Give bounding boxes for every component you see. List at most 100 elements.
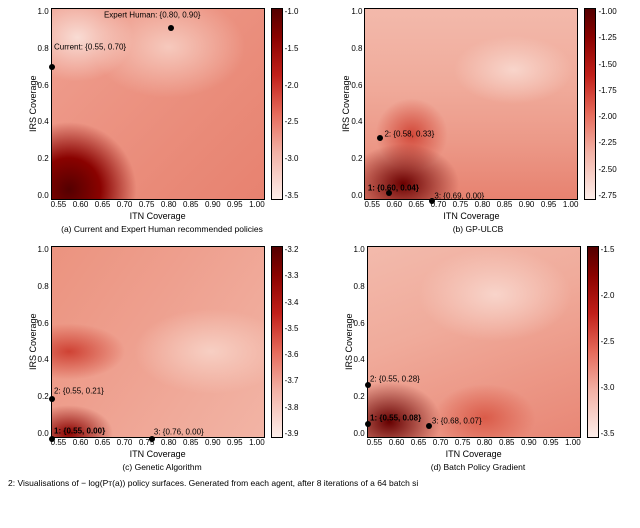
colorbar-tick-label: -3.5 [601,430,615,438]
annotation-label: 1: {0.55, 0.00} [54,427,105,436]
annotation-label: Expert Human: {0.80, 0.90} [104,10,201,19]
y-tick-label: 0.8 [351,45,362,53]
annotation-marker [377,135,383,141]
subplot-caption: (d) Batch Policy Gradient [431,462,525,472]
annotation-marker [168,25,174,31]
annotation-label: 1: {0.60, 0.04} [368,183,419,192]
subplot-a: IRS Coverage1.00.80.60.40.20.0Current: {… [8,8,316,234]
annotation-marker [49,64,55,70]
x-tick-label: 0.70 [433,439,449,447]
y-axis-label: IRS Coverage [26,8,38,200]
colorbar-ticks: -1.00-1.25-1.50-1.75-2.00-2.25-2.50-2.75 [596,8,616,200]
y-ticks: 1.00.80.60.40.20.0 [38,8,51,200]
x-tick-label: 0.90 [519,201,535,209]
x-tick-label: 1.00 [249,201,265,209]
colorbar-tick-label: -3.8 [285,404,299,412]
y-ticks: 1.00.80.60.40.20.0 [38,246,51,438]
x-tick-label: 0.95 [543,439,559,447]
x-axis-label: ITN Coverage [51,211,265,221]
x-axis-label: ITN Coverage [364,211,578,221]
x-tick-label: 0.80 [161,201,177,209]
annotation-label: 3: {0.76, 0.00} [154,428,204,437]
colorbar-tick-label: -2.5 [601,338,615,346]
x-tick-label: 0.65 [95,439,111,447]
y-tick-label: 0.8 [38,283,49,291]
x-tick-label: 0.55 [364,201,380,209]
subplot-row: IRS Coverage1.00.80.60.40.20.02: {0.58, … [324,8,632,221]
x-tick-label: 0.75 [453,201,469,209]
y-tick-label: 1.0 [38,246,49,254]
y-tick-label: 0.6 [38,320,49,328]
x-tick-label: 0.65 [95,201,111,209]
x-tick-label: 0.85 [183,439,199,447]
x-tick-label: 0.95 [227,201,243,209]
y-tick-label: 0.6 [354,320,365,328]
x-tick-label: 0.70 [117,439,133,447]
y-tick-label: 0.0 [354,430,365,438]
heatmap: 2: {0.55, 0.28}1: {0.55, 0.08}3: {0.68, … [367,246,581,438]
colorbar-tick-label: -1.00 [598,8,616,16]
heatmap: Current: {0.55, 0.70} Expert Human: {0.80… [51,8,265,200]
subplot-row: IRS Coverage1.00.80.60.40.20.0Current: {… [8,8,316,221]
annotation-label: 2: {0.58, 0.33} [384,129,434,138]
x-tick-label: 0.60 [386,201,402,209]
y-tick-label: 1.0 [351,8,362,16]
x-tick-label: 0.85 [183,201,199,209]
y-tick-label: 0.2 [351,155,362,163]
colorbar-tick-label: -3.3 [285,272,299,280]
x-tick-label: 0.65 [409,201,425,209]
y-axis-label: IRS Coverage [339,8,351,200]
colorbar-tick-label: -2.0 [285,82,299,90]
annotation-marker [49,436,55,442]
colorbar-ticks: -1.5-2.0-2.5-3.0-3.5 [599,246,615,438]
plot-column: 2: {0.55, 0.28}1: {0.55, 0.08}3: {0.68, … [367,246,581,459]
x-tick-label: 0.85 [499,439,515,447]
colorbar-tick-label: -3.0 [601,384,615,392]
colorbar-tick-label: -1.50 [598,61,616,69]
y-tick-label: 0.6 [351,82,362,90]
colorbar-tick-label: -1.75 [598,87,616,95]
x-axis-label: ITN Coverage [367,449,581,459]
subplot-c: IRS Coverage1.00.80.60.40.20.02: {0.55, … [8,246,316,472]
colorbar-tick-label: -3.4 [285,299,299,307]
x-tick-label: 0.65 [411,439,427,447]
x-tick-label: 0.90 [521,439,537,447]
y-tick-label: 1.0 [354,246,365,254]
colorbar-ticks: -3.2-3.3-3.4-3.5-3.6-3.7-3.8-3.9 [283,246,299,438]
colorbar-tick-label: -1.0 [285,8,299,16]
colorbar-tick-label: -3.0 [285,155,299,163]
colorbar-tick-label: -3.2 [285,246,299,254]
y-axis-label: IRS Coverage [342,246,354,438]
colorbar-gradient [587,246,599,438]
colorbar-tick-label: -3.5 [285,192,299,200]
x-ticks: 0.550.600.650.700.750.800.850.900.951.00 [51,201,265,209]
y-tick-label: 0.8 [354,283,365,291]
colorbar-gradient [271,8,283,200]
annotation-marker [149,436,155,442]
annotation-label: 3: {0.69, 0.00} [434,192,484,201]
subplot-caption: (a) Current and Expert Human recommended… [61,224,263,234]
y-tick-label: 0.0 [38,192,49,200]
x-tick-label: 0.80 [477,439,493,447]
colorbar-ticks: -1.0-1.5-2.0-2.5-3.0-3.5 [283,8,299,200]
x-tick-label: 0.75 [455,439,471,447]
y-tick-label: 0.6 [38,82,49,90]
x-tick-label: 0.60 [73,201,89,209]
annotation-label: 3: {0.68, 0.07} [432,416,482,425]
colorbar: -1.5-2.0-2.5-3.0-3.5 [587,246,615,438]
subplot-d: IRS Coverage1.00.80.60.40.20.02: {0.55, … [324,246,632,472]
x-ticks: 0.550.600.650.700.750.800.850.900.951.00 [51,439,265,447]
y-tick-label: 0.4 [351,118,362,126]
x-tick-label: 0.95 [227,439,243,447]
subplot-row: IRS Coverage1.00.80.60.40.20.02: {0.55, … [324,246,632,459]
subplot-b: IRS Coverage1.00.80.60.40.20.02: {0.58, … [324,8,632,234]
x-tick-label: 0.80 [475,201,491,209]
colorbar-tick-label: -2.00 [598,113,616,121]
figure-grid: IRS Coverage1.00.80.60.40.20.0Current: {… [8,8,632,472]
x-tick-label: 1.00 [563,201,579,209]
colorbar: -1.0-1.5-2.0-2.5-3.0-3.5 [271,8,299,200]
colorbar-tick-label: -2.0 [601,292,615,300]
annotation-label: 2: {0.55, 0.21} [54,387,104,396]
y-tick-label: 0.4 [38,356,49,364]
annotation-label: Current: {0.55, 0.70} [54,43,126,52]
